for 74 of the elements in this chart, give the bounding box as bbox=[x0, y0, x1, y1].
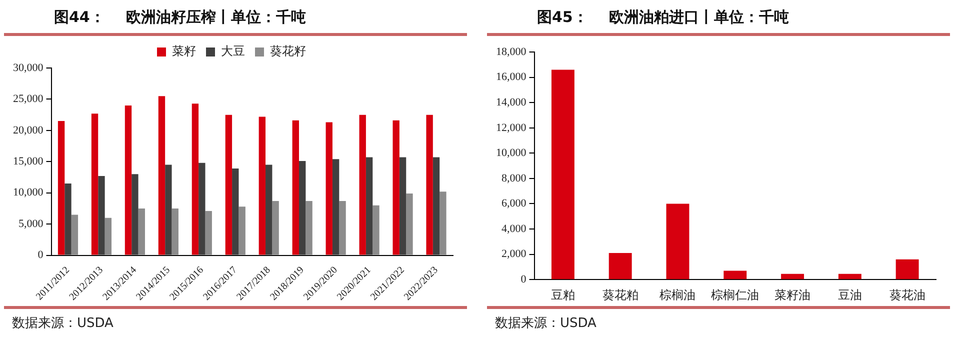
x-tick-label: 葵花油 bbox=[889, 288, 926, 302]
bar bbox=[71, 214, 78, 255]
bar bbox=[724, 270, 747, 280]
y-tick-label: 12,000 bbox=[496, 122, 527, 134]
legend-label: 葵花籽 bbox=[270, 44, 306, 58]
chart-title: 图45： 欧洲油粕进口丨单位：千吨 bbox=[487, 0, 950, 36]
y-tick-label: 25,000 bbox=[13, 93, 44, 106]
bar bbox=[238, 206, 246, 255]
bar bbox=[359, 114, 366, 255]
legend-label: 菜籽 bbox=[172, 44, 196, 58]
x-tick-label: 豆粕 bbox=[550, 288, 575, 302]
y-tick-label: 2,000 bbox=[502, 248, 527, 260]
x-tick-label: 葵花粕 bbox=[602, 288, 638, 302]
y-tick-label: 18,000 bbox=[496, 46, 527, 58]
x-tick-label: 豆油 bbox=[838, 288, 862, 302]
x-tick-label: 棕榈仁油 bbox=[711, 288, 760, 302]
bar bbox=[232, 168, 239, 255]
bar bbox=[332, 159, 340, 255]
y-tick-label: 8,000 bbox=[502, 172, 527, 184]
bar bbox=[104, 218, 112, 255]
bar bbox=[406, 193, 413, 255]
bar bbox=[192, 104, 199, 255]
source-note: 数据来源：USDA bbox=[487, 306, 950, 332]
x-tick-label: 菜籽油 bbox=[774, 288, 811, 302]
bar bbox=[608, 253, 632, 280]
bar bbox=[326, 122, 332, 255]
bar bbox=[198, 162, 206, 255]
bar bbox=[781, 274, 804, 280]
x-tick-label: 棕榈油 bbox=[660, 288, 696, 302]
bar bbox=[298, 161, 306, 255]
bar bbox=[272, 200, 279, 255]
bar bbox=[838, 274, 862, 280]
y-tick-label: 5,000 bbox=[18, 218, 44, 230]
y-tick-label: 16,000 bbox=[496, 71, 527, 84]
y-tick-label: 15,000 bbox=[13, 156, 44, 168]
bar bbox=[91, 114, 98, 255]
bar bbox=[165, 164, 172, 255]
bar bbox=[124, 105, 132, 255]
bar bbox=[551, 70, 574, 280]
bar bbox=[132, 174, 138, 255]
bar bbox=[138, 208, 145, 255]
bar bbox=[172, 208, 178, 255]
bar bbox=[896, 259, 919, 280]
bar bbox=[258, 116, 266, 255]
bar bbox=[339, 200, 346, 255]
chart-title: 图44： 欧洲油籽压榨丨单位：千吨 bbox=[4, 0, 467, 36]
y-tick-label: 4,000 bbox=[502, 222, 527, 235]
y-tick-label: 10,000 bbox=[496, 147, 527, 160]
bar bbox=[432, 157, 440, 255]
bar bbox=[426, 114, 433, 255]
bar bbox=[440, 192, 446, 255]
bar bbox=[292, 120, 299, 255]
y-tick-label: 6,000 bbox=[502, 198, 527, 210]
bar bbox=[392, 120, 400, 255]
bar bbox=[372, 205, 380, 255]
bar bbox=[666, 204, 690, 280]
y-tick-label: 0 bbox=[38, 249, 44, 262]
bar bbox=[158, 96, 166, 255]
bar bbox=[225, 114, 232, 255]
bar bbox=[58, 121, 65, 255]
y-tick-label: 0 bbox=[520, 273, 527, 286]
bar bbox=[205, 210, 212, 255]
bar bbox=[98, 176, 105, 255]
bar bbox=[366, 157, 373, 255]
y-tick-label: 30,000 bbox=[13, 62, 44, 74]
bar bbox=[266, 164, 272, 255]
y-tick-label: 14,000 bbox=[496, 96, 527, 108]
y-tick-label: 20,000 bbox=[13, 124, 44, 136]
source-note: 数据来源：USDA bbox=[4, 306, 467, 332]
y-tick-label: 10,000 bbox=[13, 186, 44, 199]
bar bbox=[306, 200, 312, 255]
bar bbox=[64, 183, 72, 255]
legend-label: 大豆 bbox=[221, 44, 245, 58]
bar bbox=[399, 157, 406, 255]
